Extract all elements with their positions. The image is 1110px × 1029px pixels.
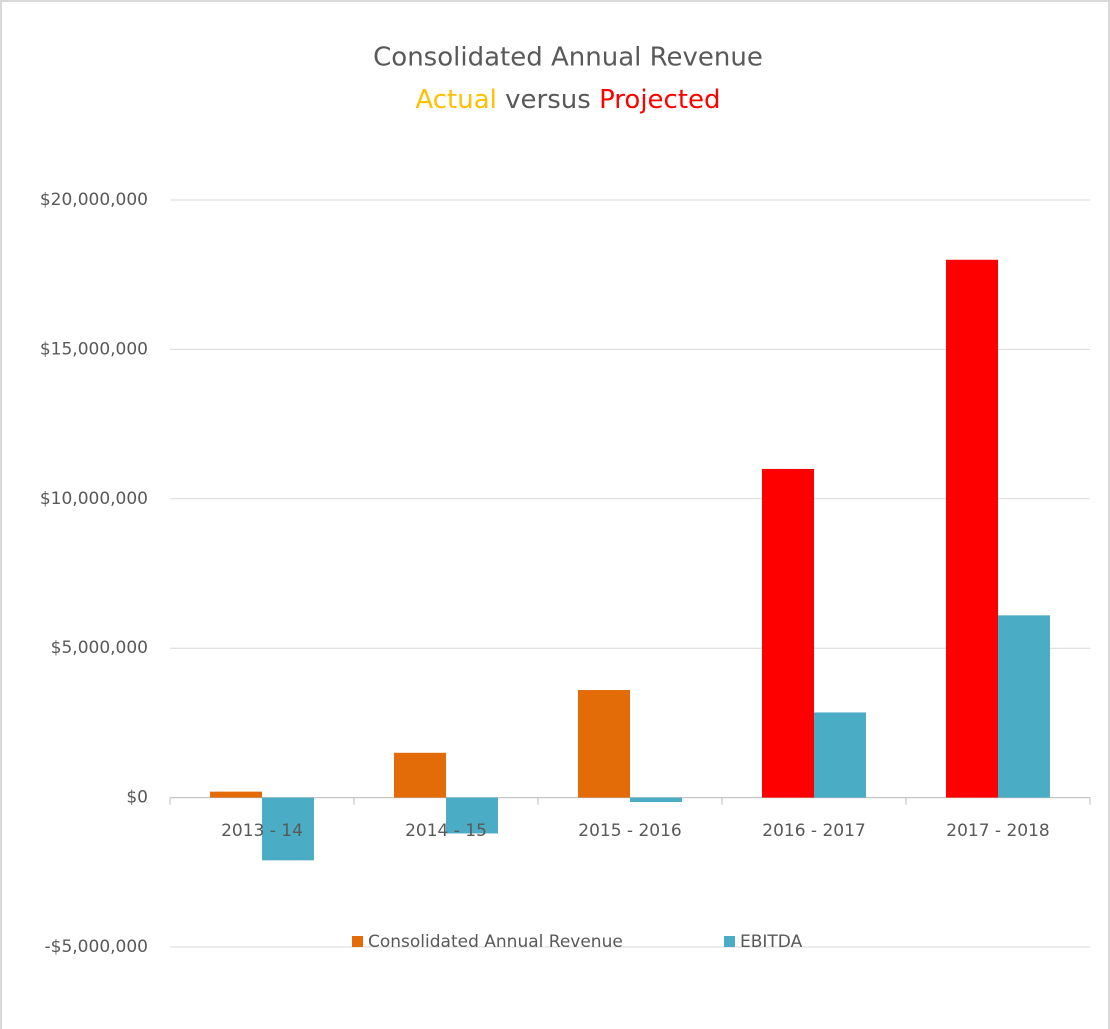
bar (446, 797, 498, 834)
legend-swatch (352, 936, 363, 947)
y-tick-label: -$5,000,000 (45, 937, 148, 957)
bar (262, 797, 314, 861)
y-tick-label: $15,000,000 (40, 339, 148, 359)
legend-swatch (724, 936, 735, 947)
y-tick-label: $0 (126, 788, 148, 808)
chart-title: Consolidated Annual Revenue (373, 43, 763, 73)
legend-label: Consolidated Annual Revenue (368, 932, 623, 952)
legend-label: EBITDA (740, 932, 803, 952)
bar (762, 468, 814, 798)
bar (946, 259, 998, 798)
bar (998, 615, 1050, 798)
y-tick-label: $5,000,000 (51, 638, 148, 658)
subtitle-part: Projected (599, 85, 720, 115)
bar (210, 791, 262, 798)
x-tick-label: 2014 - 15 (405, 821, 487, 841)
y-tick-label: $10,000,000 (40, 489, 148, 509)
bar (630, 797, 682, 803)
x-tick-label: 2017 - 2018 (946, 821, 1049, 841)
x-tick-label: 2013 - 14 (221, 821, 303, 841)
chart-subtitle: Actual versus Projected (415, 85, 720, 115)
x-tick-label: 2015 - 2016 (578, 821, 681, 841)
subtitle-part: versus (505, 85, 591, 115)
bar (394, 752, 446, 798)
bar (578, 690, 630, 798)
x-tick-label: 2016 - 2017 (762, 821, 865, 841)
subtitle-part: Actual (415, 85, 496, 115)
y-tick-label: $20,000,000 (40, 190, 148, 210)
bar (814, 712, 866, 798)
